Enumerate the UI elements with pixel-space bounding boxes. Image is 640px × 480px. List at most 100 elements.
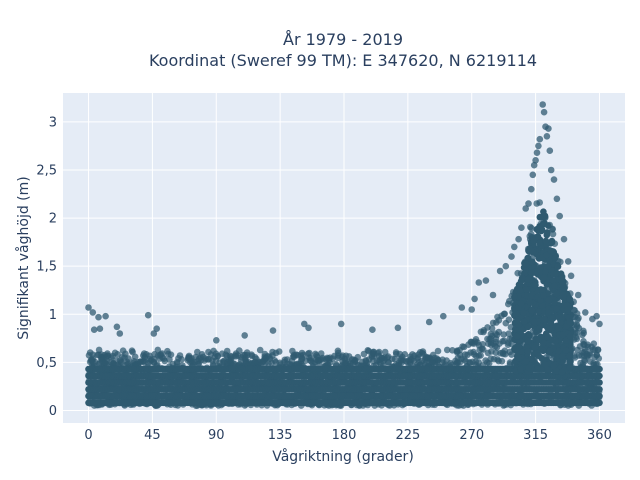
data-point	[345, 353, 353, 360]
data-point	[266, 355, 274, 362]
data-point	[195, 355, 203, 363]
data-point	[176, 352, 184, 359]
data-point	[392, 349, 400, 356]
data-point	[453, 347, 461, 355]
data-point	[596, 386, 603, 393]
data-point	[89, 351, 97, 359]
data-point	[518, 326, 526, 333]
data-point	[554, 263, 562, 270]
data-point	[492, 330, 499, 338]
data-point	[596, 379, 603, 386]
data-point	[129, 348, 136, 356]
data-point	[581, 346, 589, 353]
data-point	[588, 343, 595, 351]
data-point	[368, 353, 376, 361]
data-point	[247, 360, 255, 368]
data-point	[562, 337, 570, 344]
data-point	[322, 356, 330, 363]
data-point	[309, 359, 317, 367]
data-point	[506, 359, 514, 366]
data-point	[227, 356, 234, 364]
data-point	[313, 352, 320, 359]
data-point	[549, 230, 557, 238]
data-point	[434, 347, 442, 355]
data-point	[531, 344, 539, 351]
data-point	[151, 351, 158, 358]
data-point	[298, 355, 305, 363]
data-point	[101, 359, 109, 366]
data-point	[288, 357, 296, 365]
data-point	[194, 348, 201, 356]
data-point	[307, 354, 315, 362]
data-point	[494, 356, 501, 363]
data-point	[95, 351, 102, 359]
data-point	[505, 316, 513, 324]
data-point	[434, 356, 442, 364]
data-point	[539, 302, 546, 309]
data-point	[165, 350, 172, 358]
data-point	[185, 355, 192, 362]
data-point	[506, 297, 513, 305]
data-point	[574, 346, 581, 354]
data-point	[496, 340, 503, 348]
data-point	[449, 347, 456, 354]
data-point	[258, 359, 266, 366]
data-point	[487, 355, 495, 363]
data-point	[571, 307, 578, 314]
data-point	[276, 359, 284, 367]
chart-title-line-2: Koordinat (Sweref 99 TM): E 347620, N 62…	[149, 51, 537, 70]
data-point	[528, 355, 535, 363]
data-point	[526, 298, 534, 306]
data-point	[595, 355, 603, 362]
data-point	[484, 349, 492, 357]
data-point	[539, 339, 547, 347]
data-point	[500, 331, 508, 338]
data-point	[467, 338, 475, 346]
data-point	[298, 349, 306, 357]
data-point	[590, 359, 597, 367]
data-point	[479, 346, 487, 353]
data-point	[596, 399, 603, 407]
data-point	[419, 348, 427, 355]
data-point	[543, 251, 550, 259]
data-point	[160, 355, 168, 363]
data-point	[547, 247, 554, 254]
data-point	[487, 339, 495, 346]
data-point	[261, 353, 269, 361]
data-point	[596, 372, 603, 380]
data-point	[505, 330, 512, 338]
data-point	[346, 360, 354, 367]
data-point	[236, 347, 243, 354]
data-point	[480, 327, 488, 334]
data-point	[596, 392, 603, 400]
data-point	[549, 270, 557, 278]
data-point	[573, 335, 581, 343]
chart-title-line-1: År 1979 - 2019	[283, 30, 403, 49]
data-point	[533, 200, 540, 207]
data-point	[580, 329, 587, 337]
data-point	[553, 367, 560, 375]
data-point	[214, 353, 221, 360]
data-point	[454, 359, 462, 367]
data-point	[86, 358, 94, 366]
data-point	[473, 352, 480, 360]
data-point	[166, 356, 173, 363]
data-point	[536, 239, 543, 247]
data-point	[549, 277, 557, 284]
data-point	[459, 343, 466, 350]
data-point	[256, 346, 264, 354]
data-point	[536, 214, 544, 221]
data-point	[524, 323, 532, 331]
chart-title: År 1979 - 2019 Koordinat (Sweref 99 TM):…	[149, 30, 537, 70]
data-point	[111, 349, 119, 357]
data-point	[364, 347, 372, 354]
data-point	[523, 260, 530, 267]
data-point	[443, 346, 451, 354]
scatter-points	[85, 101, 603, 410]
data-point	[116, 357, 124, 364]
data-point	[498, 312, 505, 320]
data-point	[581, 357, 589, 365]
data-point	[454, 354, 462, 362]
data-point	[237, 356, 245, 364]
data-point	[381, 348, 389, 356]
